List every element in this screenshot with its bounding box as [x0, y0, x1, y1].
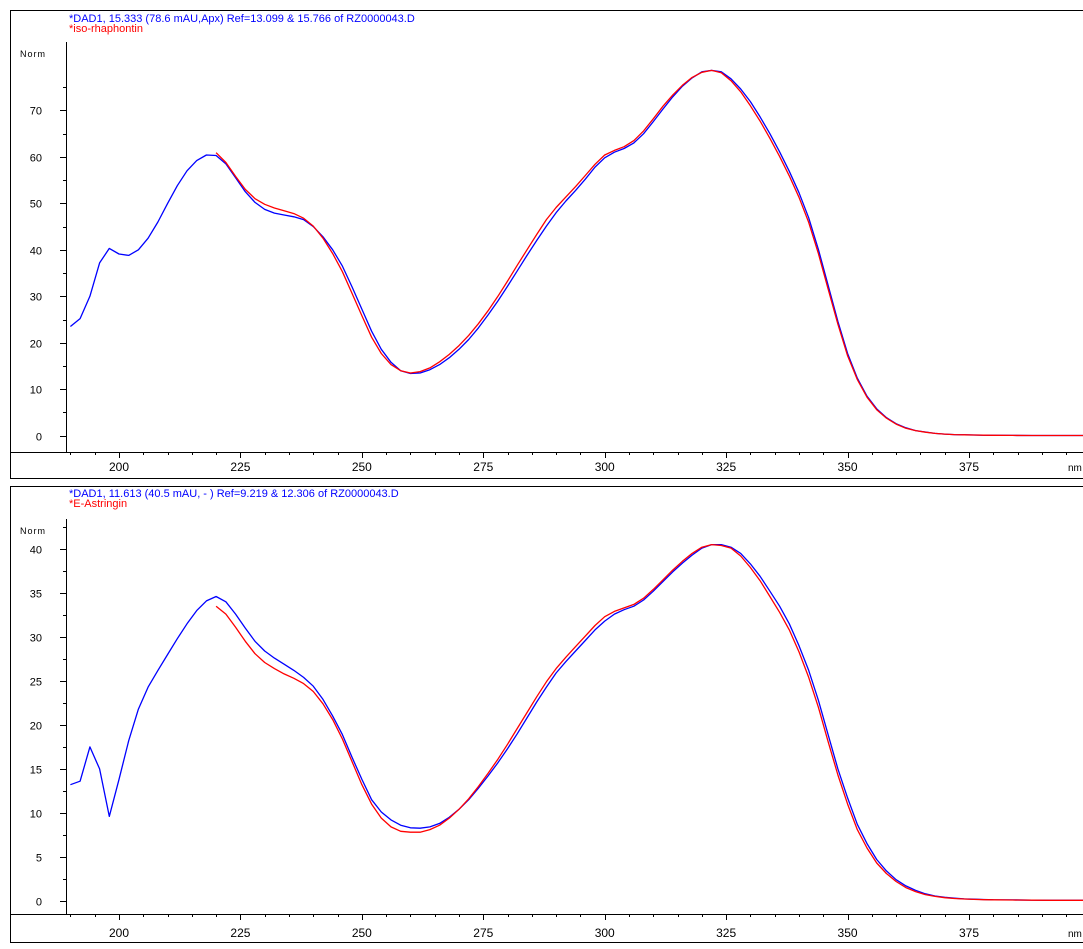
spectrum-header-red: *iso-rhaphontin	[69, 23, 143, 35]
x-tick-label: 275	[473, 460, 493, 474]
x-tick-label: 200	[109, 460, 129, 474]
x-tick-label: 325	[716, 460, 736, 474]
y-tick-label: 20	[30, 721, 42, 733]
y-tick-label: 10	[30, 385, 42, 397]
spectrum-line-red	[216, 70, 1083, 435]
spectrum-panel-2: *DAD1, 11.613 (40.5 mAU, - ) Ref=9.219 &…	[10, 487, 1083, 943]
spectrum-line-blue	[70, 545, 1083, 901]
spectrum-header-red: *E-Astringin	[69, 498, 127, 510]
y-tick-label: 25	[30, 677, 42, 689]
x-tick-label: 200	[109, 926, 129, 940]
y-tick-label: 60	[30, 153, 42, 165]
y-tick-label: 15	[30, 765, 42, 777]
x-tick-label: 250	[352, 926, 372, 940]
spectrum-line-blue	[70, 70, 1083, 435]
y-axis-label: Norm	[20, 526, 46, 536]
panel-frame	[11, 487, 1083, 943]
x-tick-label: 250	[352, 460, 372, 474]
x-tick-label: 325	[716, 926, 736, 940]
spectrum-line-red	[216, 545, 1083, 901]
x-tick-label: 275	[473, 926, 493, 940]
panel-frame	[11, 11, 1083, 479]
x-tick-label: 300	[595, 926, 615, 940]
y-tick-label: 70	[30, 106, 42, 118]
x-tick-label: 225	[230, 460, 250, 474]
x-tick-label: 300	[595, 460, 615, 474]
y-tick-label: 5	[36, 853, 42, 865]
x-tick-label: 375	[959, 926, 979, 940]
y-tick-label: 0	[36, 432, 42, 444]
x-tick-label: 375	[959, 460, 979, 474]
x-tick-label: 350	[838, 460, 858, 474]
y-tick-label: 10	[30, 809, 42, 821]
x-tick-label: 350	[838, 926, 858, 940]
y-tick-label: 35	[30, 589, 42, 601]
y-tick-label: 40	[30, 246, 42, 258]
y-tick-label: 50	[30, 199, 42, 211]
y-tick-label: 20	[30, 339, 42, 351]
y-axis-label: Norm	[20, 49, 46, 59]
spectrum-panel-1: *DAD1, 15.333 (78.6 mAU,Apx) Ref=13.099 …	[10, 11, 1083, 479]
y-tick-label: 30	[30, 292, 42, 304]
y-tick-label: 40	[30, 545, 42, 557]
y-tick-label: 0	[36, 897, 42, 909]
x-axis-unit: nm	[1068, 929, 1082, 940]
x-axis-unit: nm	[1068, 463, 1082, 474]
x-tick-label: 225	[230, 926, 250, 940]
y-tick-label: 30	[30, 633, 42, 645]
